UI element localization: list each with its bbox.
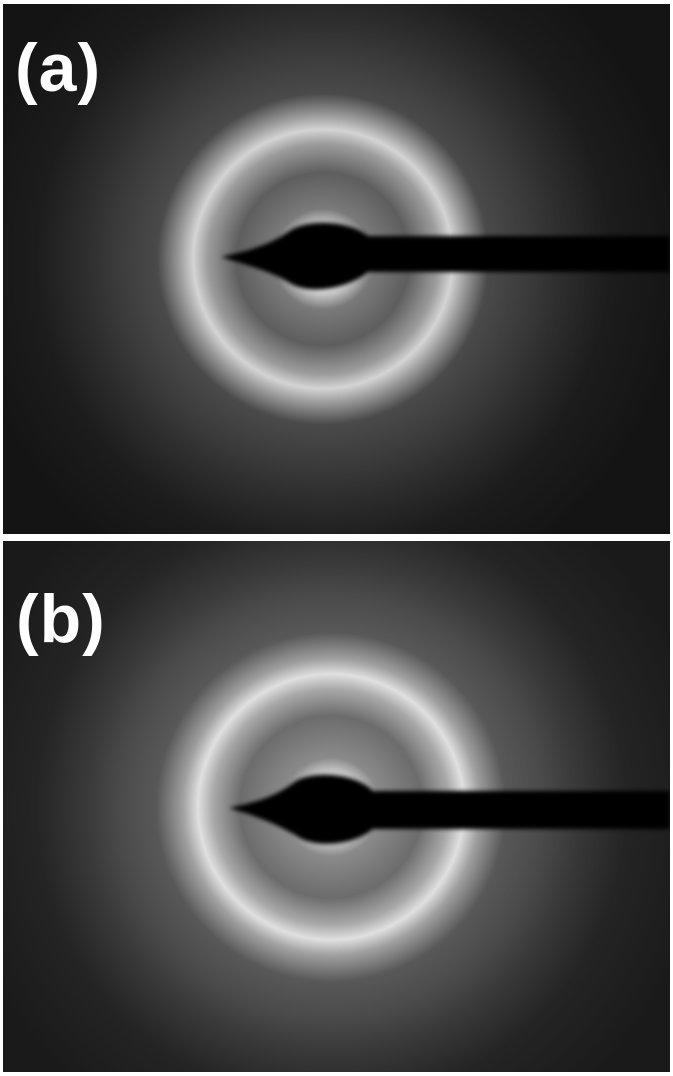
- diffraction-pattern-b: [3, 541, 670, 1072]
- beam-stop-b: [229, 774, 670, 844]
- diffraction-pattern-a: [3, 4, 670, 534]
- diffraction-panel-a: (a): [3, 4, 670, 534]
- beam-stop-a: [221, 222, 670, 290]
- panel-label-b: (b): [16, 581, 106, 657]
- diffraction-panel-b: (b): [3, 541, 670, 1072]
- panel-label-a: (a): [15, 30, 102, 106]
